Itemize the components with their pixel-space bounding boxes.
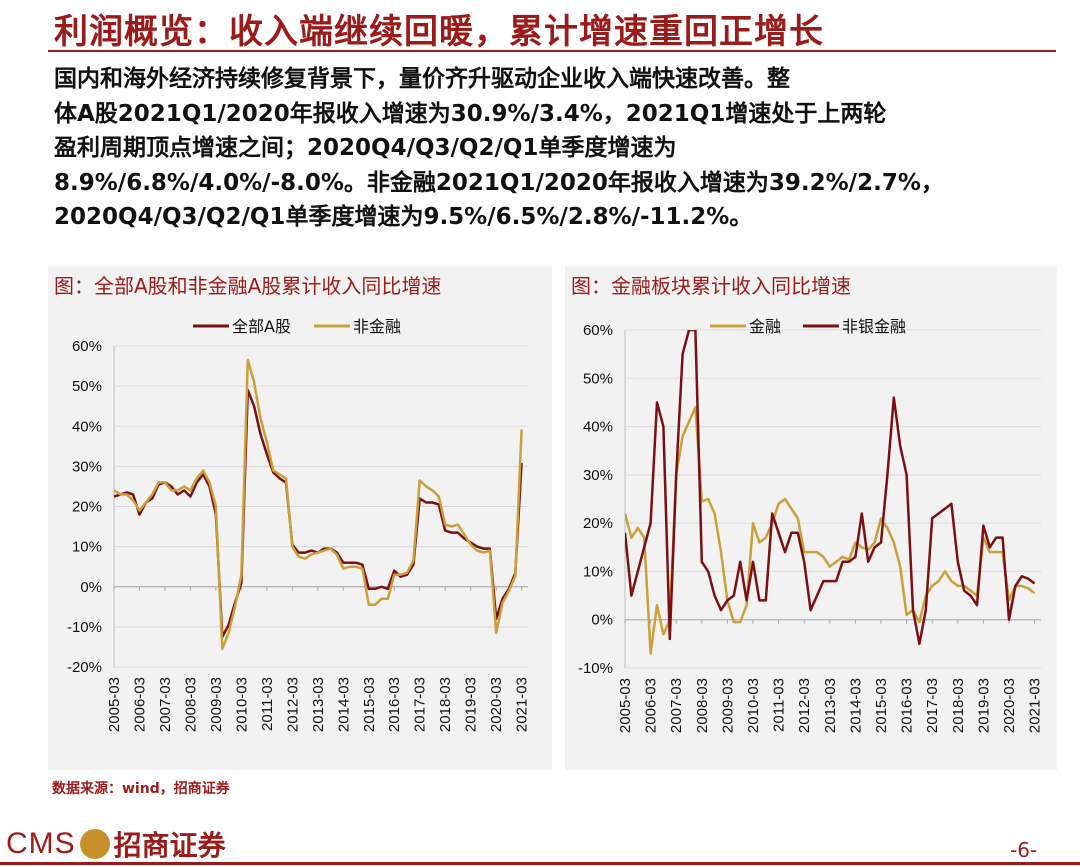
- x-tick-label: 2010-03: [233, 677, 250, 732]
- y-tick-label: 10%: [72, 539, 102, 556]
- y-tick-label: 50%: [72, 378, 102, 395]
- x-tick-label: 2006-03: [131, 677, 148, 732]
- x-tick-label: 2020-03: [488, 677, 505, 732]
- title-divider: [48, 50, 1056, 52]
- series-line: [625, 406, 1036, 655]
- summary-line: 8.9%/6.8%/4.0%/-8.0%。非金融2021Q1/2020年报收入增…: [54, 169, 944, 196]
- footer-divider: [0, 862, 1080, 865]
- y-tick-label: 30%: [72, 458, 102, 475]
- y-tick-label: 20%: [72, 499, 102, 516]
- summary-line: 2020Q4/Q3/Q2/Q1单季度增速为9.5%/6.5%/2.8%/-11.…: [54, 204, 753, 230]
- x-tick-label: 2018-03: [437, 677, 454, 732]
- x-tick-label: 2021-03: [1027, 678, 1044, 733]
- y-tick-label: 0%: [591, 612, 613, 629]
- chart-title: 图：全部A股和非金融A股累计收入同比增速: [54, 274, 442, 298]
- x-tick-label: 2021-03: [514, 677, 531, 732]
- y-tick-label: 20%: [583, 515, 613, 532]
- series-line: [625, 330, 1036, 646]
- chart-title: 图：金融板块累计收入同比增速: [571, 274, 851, 298]
- x-tick-label: 2013-03: [822, 678, 839, 733]
- cms-logo: CMS 招商证券: [6, 824, 226, 864]
- summary-paragraph: 国内和海外经济持续修复背景下，量价齐升驱动企业收入端快速改善。整 体A股2021…: [54, 62, 1054, 235]
- x-tick-label: 2011-03: [771, 678, 788, 732]
- x-tick-label: 2005-03: [617, 678, 634, 733]
- y-tick-label: 60%: [583, 322, 613, 339]
- page-title: 利润概览：收入端继续回暖，累计增速重回正增长: [54, 12, 824, 52]
- legend-label: 全部A股: [232, 317, 291, 336]
- y-tick-label: 10%: [583, 563, 613, 580]
- y-tick-label: -10%: [67, 619, 102, 636]
- series-line: [114, 388, 523, 639]
- y-tick-label: 50%: [583, 370, 613, 387]
- x-tick-label: 2005-03: [106, 677, 123, 732]
- y-tick-label: 0%: [80, 579, 102, 596]
- x-tick-label: 2017-03: [924, 678, 941, 733]
- x-tick-label: 2009-03: [719, 678, 736, 733]
- x-tick-label: 2006-03: [643, 678, 660, 733]
- chart-panel-all-a-shares: 图：全部A股和非金融A股累计收入同比增速 60% 50% 40% 30% 20% 10% 0…: [48, 266, 552, 770]
- series-line: [114, 358, 523, 651]
- x-tick-label: 2017-03: [412, 677, 429, 732]
- x-tick-label: 2019-03: [463, 677, 480, 732]
- x-tick-label: 2016-03: [386, 677, 403, 732]
- x-tick-label: 2014-03: [847, 678, 864, 733]
- legend-label: 非金融: [353, 317, 401, 336]
- chart-panel-financials: 图：金融板块累计收入同比增速 60% 50% 40% 30% 20% 10% 0% -10% 2…: [565, 266, 1057, 770]
- x-tick-label: 2014-03: [335, 677, 352, 732]
- summary-line: 盈利周期顶点增速之间；2020Q4/Q3/Q2/Q1单季度增速为: [54, 135, 677, 161]
- y-tick-label: -20%: [67, 659, 102, 676]
- y-tick-label: 30%: [583, 467, 613, 484]
- summary-line: 国内和海外经济持续修复背景下，量价齐升驱动企业收入端快速改善。整: [54, 66, 790, 92]
- y-tick-label: -10%: [578, 660, 613, 677]
- x-tick-label: 2007-03: [668, 678, 685, 733]
- legend-label: 非银金融: [842, 317, 906, 336]
- x-tick-label: 2016-03: [899, 678, 916, 733]
- y-tick-label: 40%: [72, 418, 102, 435]
- x-tick-label: 2012-03: [284, 677, 301, 732]
- x-tick-label: 2020-03: [1001, 678, 1018, 733]
- data-source-note: 数据来源：wind，招商证券: [52, 781, 230, 797]
- x-tick-label: 2013-03: [310, 677, 327, 732]
- x-tick-label: 2011-03: [259, 677, 276, 731]
- logo-seal-icon: [79, 829, 110, 859]
- summary-line: 体A股2021Q1/2020年报收入增速为30.9%/3.4%，2021Q1增速…: [54, 100, 887, 127]
- legend-label: 金融: [749, 317, 781, 336]
- x-tick-label: 2010-03: [745, 678, 762, 733]
- page-number: -6-: [1010, 838, 1038, 862]
- logo-text-latin: CMS: [6, 827, 76, 860]
- x-tick-label: 2018-03: [950, 678, 967, 733]
- y-tick-label: 60%: [72, 338, 102, 355]
- x-tick-label: 2019-03: [975, 678, 992, 733]
- logo-text-cn: 招商证券: [113, 829, 226, 862]
- x-tick-label: 2007-03: [157, 677, 174, 732]
- x-tick-label: 2008-03: [694, 678, 711, 733]
- revenue-growth-chart-financials: 60% 50% 40% 30% 20% 10% 0% -10%2005-03 2006-03 20…: [578, 317, 1044, 733]
- revenue-growth-chart-all-a: 60% 50% 40% 30% 20% 10% 0% -10% -20%2005-03 2006-…: [67, 317, 531, 732]
- x-tick-label: 2015-03: [873, 678, 890, 733]
- x-tick-label: 2012-03: [796, 678, 813, 733]
- y-tick-label: 40%: [583, 419, 613, 436]
- x-tick-label: 2009-03: [208, 677, 225, 732]
- x-tick-label: 2008-03: [182, 677, 199, 732]
- x-tick-label: 2015-03: [361, 677, 378, 732]
